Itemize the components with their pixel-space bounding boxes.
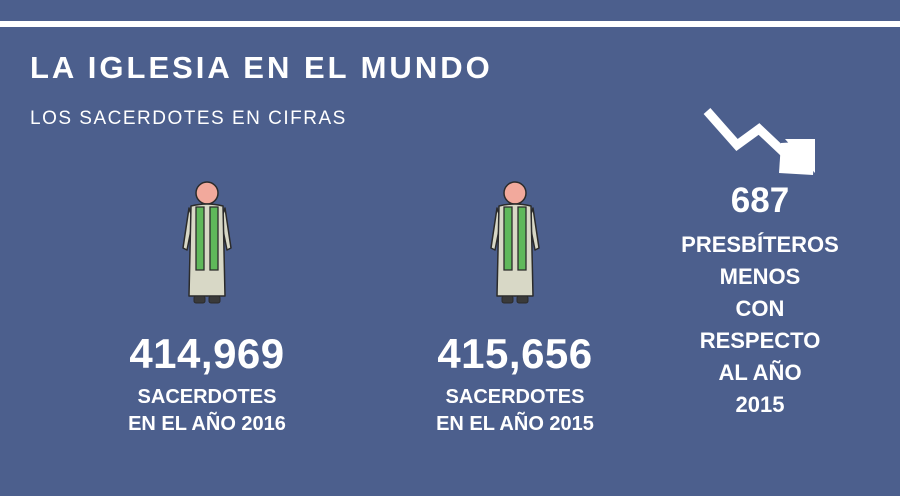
page-subtitle: LOS SACERDOTES EN CIFRAS (30, 108, 347, 129)
priests-2016-label: SACERDOTES EN EL AÑO 2016 (67, 384, 347, 438)
page-title: LA IGLESIA EN EL MUNDO (30, 50, 493, 85)
priest-icon (490, 181, 540, 304)
label-line: EN EL AÑO 2015 (436, 413, 594, 435)
stat-2015: 415,656 SACERDOTES EN EL AÑO 2015 (375, 178, 655, 438)
label-line: SACERDOTES (445, 386, 585, 408)
priests-2015-value: 415,656 (437, 330, 593, 377)
label-line: PRESBÍTEROS (681, 232, 839, 257)
priests-2015-label: SACERDOTES EN EL AÑO 2015 (375, 384, 655, 438)
label-line: SACERDOTES (137, 386, 277, 408)
label-line: RESPECTO (699, 328, 821, 353)
priests-2016-value: 414,969 (129, 330, 285, 377)
label-line: CON (735, 296, 785, 321)
label-line: MENOS (719, 264, 801, 289)
decrease-stat: 687 PRESBÍTEROS MENOS CON RESPECTO AL AÑ… (670, 105, 850, 421)
label-line: 2015 (735, 392, 785, 417)
decrease-label: PRESBÍTEROS MENOS CON RESPECTO AL AÑO 20… (670, 229, 850, 421)
label-line: AL AÑO (718, 360, 802, 385)
decrease-value: 687 (730, 181, 790, 220)
stat-2016: 414,969 SACERDOTES EN EL AÑO 2016 (67, 178, 347, 438)
priest-icon (182, 181, 232, 304)
top-divider (0, 21, 900, 27)
label-line: EN EL AÑO 2016 (128, 413, 286, 435)
bottom-divider (0, 496, 900, 500)
trend-down-arrow-icon (703, 108, 815, 175)
